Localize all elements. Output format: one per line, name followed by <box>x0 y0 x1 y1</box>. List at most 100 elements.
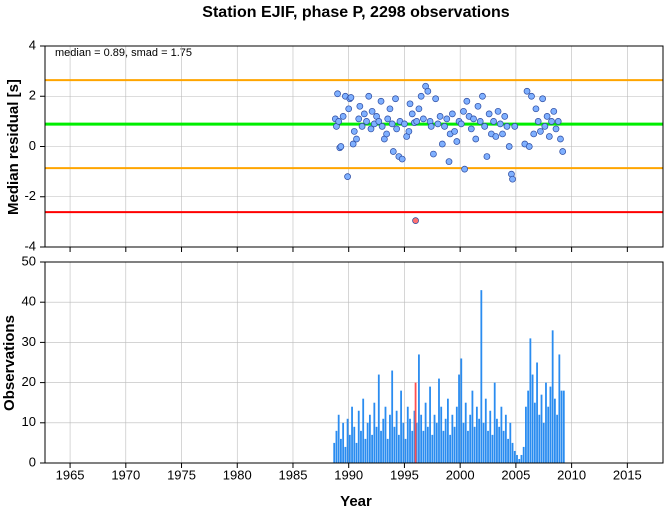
bar <box>531 374 534 463</box>
point <box>405 128 413 135</box>
bar <box>435 422 438 463</box>
x-tick-label: 1970 <box>111 467 140 482</box>
point <box>460 107 467 115</box>
point <box>377 97 385 105</box>
y-tick-label: 0 <box>29 138 36 153</box>
bar <box>422 430 425 463</box>
point <box>490 118 497 125</box>
bar <box>411 430 414 463</box>
bar <box>556 414 559 463</box>
point <box>334 90 341 98</box>
bar <box>545 382 547 463</box>
bar <box>340 438 342 463</box>
bar <box>431 434 434 463</box>
bar <box>467 430 469 463</box>
point <box>360 110 368 118</box>
y-tick-label: 40 <box>22 294 36 309</box>
point <box>406 100 414 108</box>
y-tick-label: 2 <box>29 88 36 103</box>
bar <box>487 430 489 463</box>
bar <box>368 414 371 463</box>
bar <box>415 422 418 463</box>
y-tick-label: -4 <box>24 238 36 253</box>
point <box>511 123 519 130</box>
bar <box>478 418 481 463</box>
point <box>337 143 345 150</box>
bar <box>346 418 349 463</box>
point <box>505 143 513 150</box>
chart-title: Station EJIF, phase P, 2298 observations <box>202 4 509 21</box>
bar <box>560 390 563 463</box>
point <box>427 123 435 130</box>
point <box>461 165 468 173</box>
bar <box>446 398 449 463</box>
bar <box>371 434 374 463</box>
y-axis-label: Observations <box>1 315 18 411</box>
bar <box>547 406 550 463</box>
bar <box>491 434 494 463</box>
annotation: median = 0.89, smad = 1.75 <box>55 47 192 59</box>
bar <box>404 438 407 463</box>
bar <box>511 442 514 463</box>
bar <box>551 330 554 463</box>
y-tick-label: 10 <box>22 414 36 429</box>
x-tick-label: 1995 <box>390 467 419 482</box>
point <box>548 118 555 125</box>
bar <box>357 410 360 463</box>
bar <box>471 390 474 463</box>
bar <box>516 454 518 463</box>
bar <box>438 378 440 463</box>
point <box>424 87 432 95</box>
x-tick-label: 2000 <box>446 467 475 482</box>
point <box>552 125 560 133</box>
point <box>470 115 477 123</box>
bar <box>493 382 496 463</box>
point <box>413 118 421 125</box>
bar <box>429 386 431 463</box>
bar <box>348 434 351 463</box>
point <box>430 150 437 158</box>
bar <box>529 338 532 463</box>
bar <box>502 430 505 463</box>
bar <box>360 430 362 463</box>
point <box>353 135 360 143</box>
bar <box>553 398 556 463</box>
bar <box>498 426 501 463</box>
point <box>420 115 427 123</box>
bar <box>342 422 345 463</box>
bar <box>484 398 487 463</box>
bar <box>395 410 398 463</box>
bar <box>402 422 405 463</box>
bar <box>353 426 356 463</box>
bar <box>426 426 429 463</box>
bar <box>522 446 525 463</box>
point <box>559 148 567 155</box>
bar <box>480 290 483 463</box>
point <box>554 118 562 125</box>
bar <box>509 422 512 463</box>
point <box>557 135 564 143</box>
bar <box>373 402 376 463</box>
point <box>474 102 482 110</box>
bar <box>337 414 340 463</box>
bar <box>391 370 394 463</box>
bar <box>513 450 516 463</box>
point <box>445 158 453 165</box>
point <box>436 112 444 120</box>
x-tick-label: 2005 <box>501 467 530 482</box>
bar <box>375 426 378 463</box>
bar <box>386 438 389 463</box>
point <box>485 110 493 118</box>
x-tick-label: 1965 <box>56 467 85 482</box>
point <box>339 112 347 120</box>
bar <box>455 406 458 463</box>
x-axis-label: Year <box>340 493 372 510</box>
y-tick-label: 4 <box>29 37 36 52</box>
bar <box>382 418 385 463</box>
point <box>388 120 396 128</box>
bar <box>549 386 552 463</box>
point <box>443 115 451 123</box>
bar <box>364 438 367 463</box>
point <box>532 105 540 113</box>
